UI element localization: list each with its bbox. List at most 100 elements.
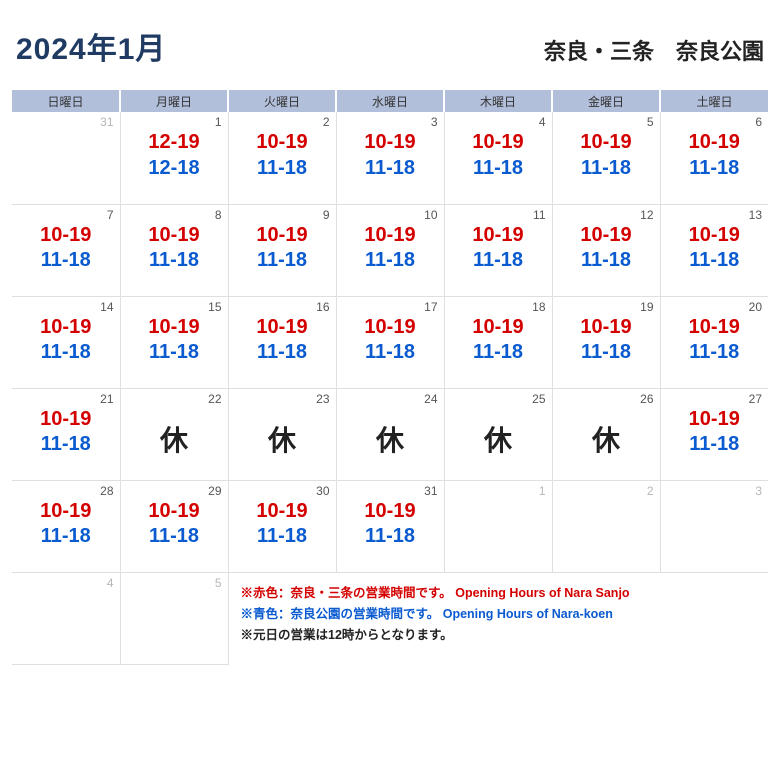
day-number: 22	[121, 389, 228, 405]
hours-block: 10-1911-18	[661, 128, 769, 181]
day-number: 9	[229, 205, 336, 221]
red-hours: 10-19	[445, 130, 552, 156]
hours-block: 10-1911-18	[337, 221, 444, 274]
hours-block: 10-1911-18	[553, 313, 660, 366]
day-number: 14	[12, 297, 120, 313]
day-number: 12	[553, 205, 660, 221]
red-hours: 10-19	[229, 223, 336, 249]
hours-block: 10-1911-18	[553, 128, 660, 181]
day-number: 25	[445, 389, 552, 405]
day-number: 2	[553, 481, 660, 497]
red-hours: 10-19	[121, 315, 228, 341]
red-hours: 10-19	[661, 315, 769, 341]
red-hours: 10-19	[229, 315, 336, 341]
blue-hours: 11-18	[12, 432, 120, 458]
day-number: 19	[553, 297, 660, 313]
blue-hours: 11-18	[121, 340, 228, 366]
calendar-day: 24休	[336, 388, 444, 480]
calendar-day: 1010-1911-18	[336, 204, 444, 296]
calendar-day: 23休	[228, 388, 336, 480]
red-hours: 10-19	[121, 499, 228, 525]
red-hours: 10-19	[229, 130, 336, 156]
calendar-day: 1910-1911-18	[552, 296, 660, 388]
day-number: 27	[661, 389, 769, 405]
calendar-week: 710-1911-18810-1911-18910-1911-181010-19…	[12, 204, 768, 296]
legend-red-line: ※赤色：奈良・三条の営業時間です。 Opening Hours of Nara …	[241, 583, 765, 604]
calendar-day: 2910-1911-18	[120, 480, 228, 572]
weekday-tue: 火曜日	[228, 90, 336, 112]
red-hours: 10-19	[445, 315, 552, 341]
calendar-day: 3110-1911-18	[336, 480, 444, 572]
red-hours: 10-19	[553, 223, 660, 249]
day-number: 31	[12, 112, 120, 128]
day-number: 11	[445, 205, 552, 221]
calendar-header: 2024年1月 奈良・三条 奈良公園	[12, 16, 768, 90]
blue-hours: 11-18	[553, 340, 660, 366]
blue-hours: 11-18	[229, 340, 336, 366]
blue-hours: 11-18	[337, 340, 444, 366]
day-number: 4	[445, 112, 552, 128]
red-hours: 10-19	[661, 130, 769, 156]
weekday-row: 日曜日 月曜日 火曜日 水曜日 木曜日 金曜日 土曜日	[12, 90, 768, 112]
hours-block: 10-1911-18	[337, 128, 444, 181]
day-number: 31	[337, 481, 444, 497]
blue-hours: 12-18	[121, 156, 228, 182]
red-hours: 10-19	[229, 499, 336, 525]
calendar-day: 3	[660, 480, 768, 572]
calendar-week: 45※赤色：奈良・三条の営業時間です。 Opening Hours of Nar…	[12, 572, 768, 664]
weekday-wed: 水曜日	[336, 90, 444, 112]
weekday-thu: 木曜日	[444, 90, 552, 112]
red-hours: 12-19	[121, 130, 228, 156]
blue-hours: 11-18	[661, 340, 769, 366]
calendar-day: 25休	[444, 388, 552, 480]
closed-label: 休	[337, 405, 444, 477]
blue-hours: 11-18	[445, 156, 552, 182]
day-number: 8	[121, 205, 228, 221]
closed-label: 休	[121, 405, 228, 477]
calendar-week: 31112-1912-18210-1911-18310-1911-18410-1…	[12, 112, 768, 204]
calendar-table: 日曜日 月曜日 火曜日 水曜日 木曜日 金曜日 土曜日 31112-1912-1…	[12, 90, 768, 665]
calendar-day: 2010-1911-18	[660, 296, 768, 388]
red-hours: 10-19	[12, 223, 120, 249]
red-hours: 10-19	[661, 223, 769, 249]
day-number: 1	[121, 112, 228, 128]
red-hours: 10-19	[553, 130, 660, 156]
day-number: 3	[661, 481, 769, 497]
closed-label: 休	[445, 405, 552, 477]
red-hours: 10-19	[337, 130, 444, 156]
hours-block: 10-1911-18	[337, 313, 444, 366]
day-number: 5	[553, 112, 660, 128]
hours-block: 10-1911-18	[121, 497, 228, 550]
blue-hours: 11-18	[337, 524, 444, 550]
red-hours: 10-19	[12, 315, 120, 341]
red-hours: 10-19	[12, 407, 120, 433]
blue-hours: 11-18	[12, 524, 120, 550]
red-hours: 10-19	[337, 223, 444, 249]
calendar-day: 2710-1911-18	[660, 388, 768, 480]
calendar-day: 3010-1911-18	[228, 480, 336, 572]
blue-hours: 11-18	[229, 156, 336, 182]
hours-block: 12-1912-18	[121, 128, 228, 181]
day-number: 30	[229, 481, 336, 497]
red-hours: 10-19	[121, 223, 228, 249]
legend-cell: ※赤色：奈良・三条の営業時間です。 Opening Hours of Nara …	[228, 572, 768, 664]
day-number: 23	[229, 389, 336, 405]
blue-hours: 11-18	[661, 432, 769, 458]
calendar-day: 1510-1911-18	[120, 296, 228, 388]
calendar-day: 2110-1911-18	[12, 388, 120, 480]
calendar-day: 4	[12, 572, 120, 664]
calendar-day: 1	[444, 480, 552, 572]
day-number: 26	[553, 389, 660, 405]
calendar-day: 210-1911-18	[228, 112, 336, 204]
day-number: 28	[12, 481, 120, 497]
blue-hours: 11-18	[661, 156, 769, 182]
blue-hours: 11-18	[337, 156, 444, 182]
day-number: 24	[337, 389, 444, 405]
blue-hours: 11-18	[337, 248, 444, 274]
calendar-week: 2110-1911-1822休23休24休25休26休2710-1911-18	[12, 388, 768, 480]
hours-block: 10-1911-18	[445, 221, 552, 274]
blue-hours: 11-18	[12, 340, 120, 366]
hours-block: 10-1911-18	[661, 221, 769, 274]
weekday-sun: 日曜日	[12, 90, 120, 112]
calendar-day: 510-1911-18	[552, 112, 660, 204]
